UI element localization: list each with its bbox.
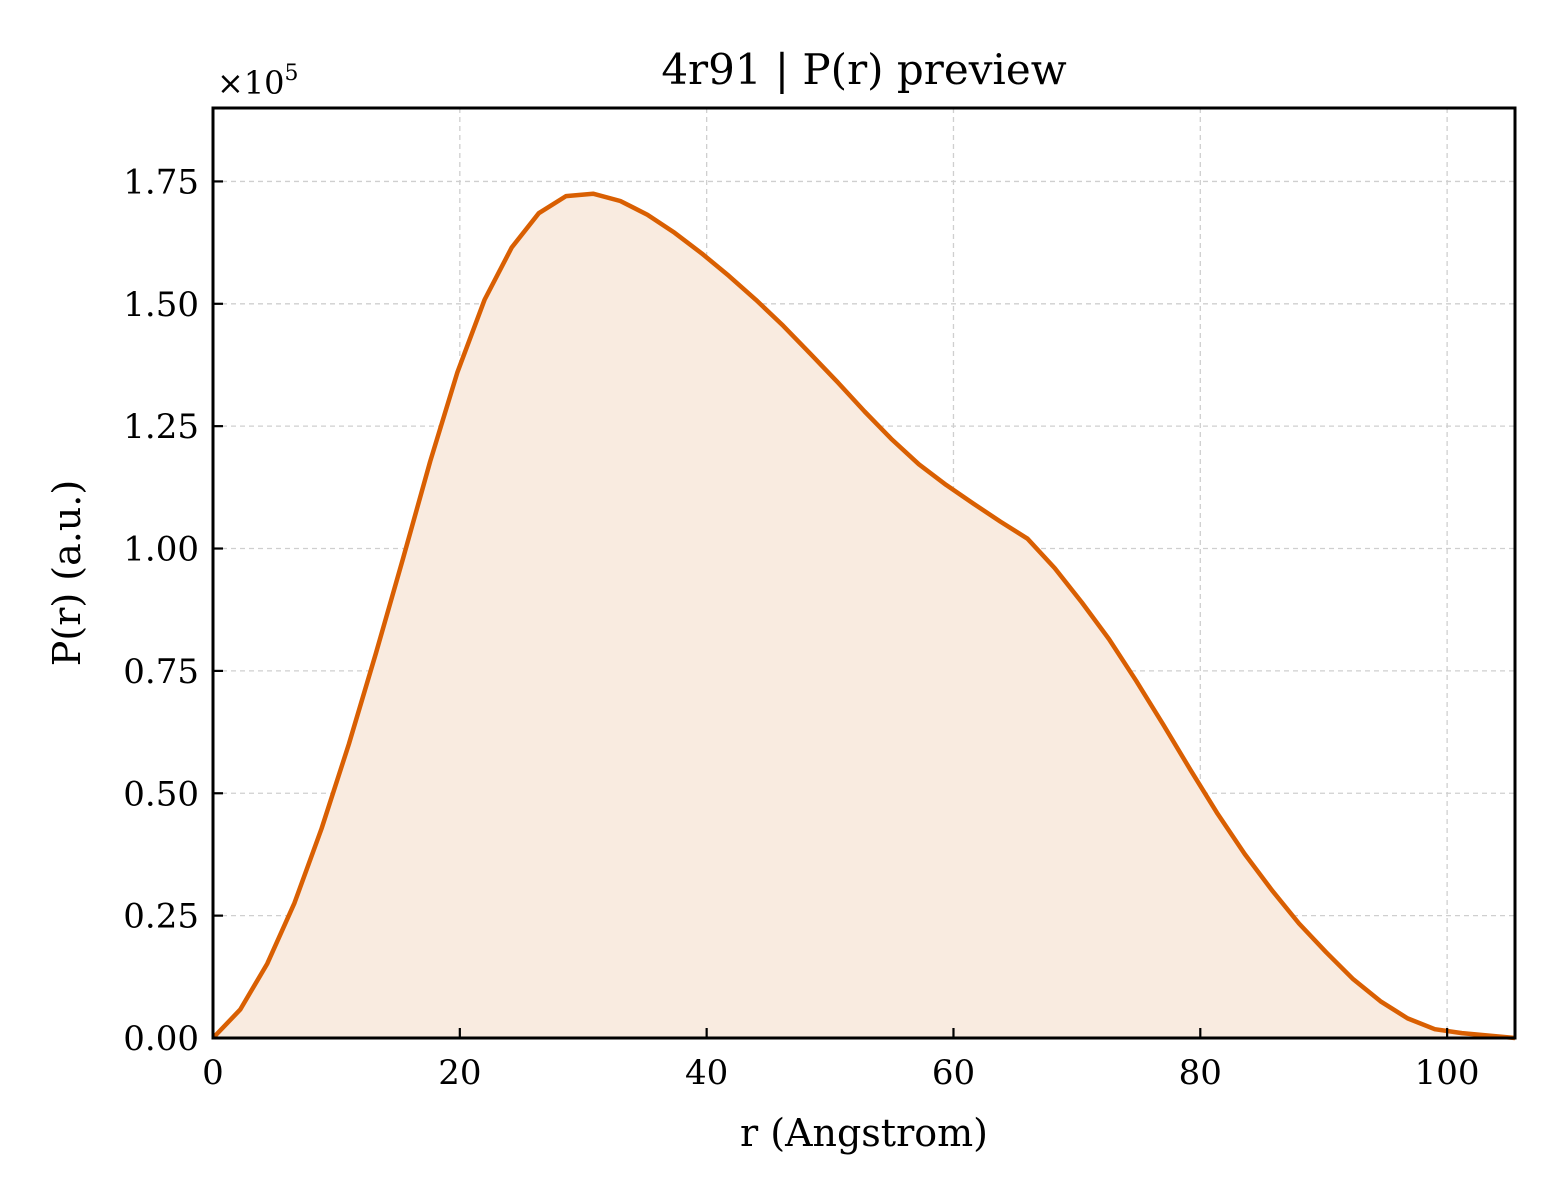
x-tick-label: 0 xyxy=(202,1053,224,1093)
y-scale-exponent: 5 xyxy=(285,61,299,86)
axis-ticks: 0 20 40 60 80 100 0.00 0.25 0.50 0.75 1.00 1.25 1.50… xyxy=(123,162,1479,1093)
y-tick-label: 1.50 xyxy=(123,285,199,325)
x-tick-label: 100 xyxy=(1415,1053,1480,1093)
y-tick-label: 0.00 xyxy=(123,1019,199,1059)
y-scale-base: ×10 xyxy=(217,64,285,102)
y-tick-label: 0.50 xyxy=(123,774,199,814)
plot-frame xyxy=(211,106,1517,1040)
x-axis-title: r (Angstrom) xyxy=(740,1111,988,1155)
x-tick-label: 40 xyxy=(685,1053,728,1093)
chart-title: 4r91 | P(r) preview xyxy=(661,45,1066,94)
x-tick-label: 60 xyxy=(932,1053,975,1093)
pr-area-fill xyxy=(213,193,1515,1038)
y-tick-label: 1.75 xyxy=(123,162,199,202)
y-tick-label: 0.25 xyxy=(123,897,199,937)
pr-series-line xyxy=(211,191,1516,1041)
x-tick-label: 80 xyxy=(1179,1053,1222,1093)
x-tick-label: 20 xyxy=(438,1053,481,1093)
y-scale-label: ×105 xyxy=(217,61,299,102)
y-tick-label: 1.00 xyxy=(123,530,199,570)
y-axis-title: P(r) (a.u.) xyxy=(45,480,89,666)
y-tick-label: 0.75 xyxy=(123,652,199,692)
y-tick-label: 1.25 xyxy=(123,407,199,447)
